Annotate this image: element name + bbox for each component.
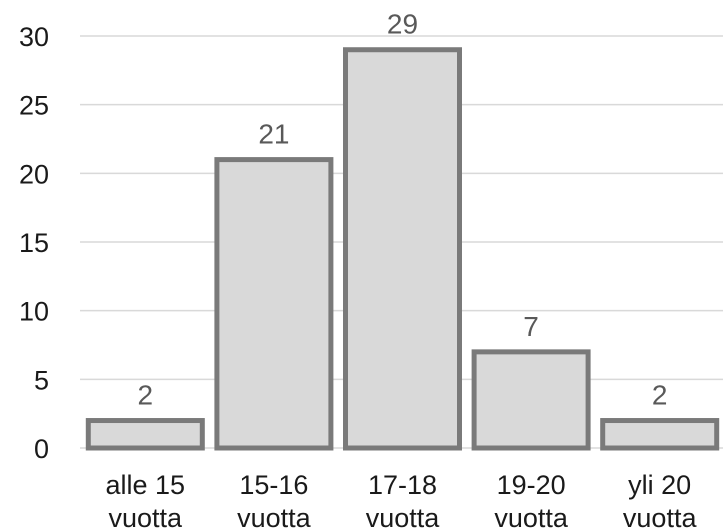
x-tick-label: 15-16 vuotta: [237, 470, 312, 530]
bar: [343, 47, 462, 451]
bar: [471, 349, 591, 451]
data-label: 29: [387, 9, 418, 40]
x-tick-label: yli 20 vuotta: [623, 470, 698, 530]
bars: [85, 47, 720, 451]
data-label: 7: [523, 311, 539, 342]
bar: [214, 157, 334, 451]
y-tick-label: 20: [19, 159, 49, 189]
y-axis-ticks: 0 5 10 15 20 25 30: [19, 22, 49, 464]
y-tick-label: 10: [19, 297, 49, 327]
y-tick-label: 0: [34, 434, 49, 464]
data-labels: 2 21 29 7 2: [138, 9, 668, 411]
y-tick-label: 25: [19, 91, 49, 121]
y-tick-label: 15: [19, 228, 49, 258]
x-tick-label: 17-18 vuotta: [366, 470, 441, 530]
data-label: 2: [138, 380, 154, 411]
bar: [85, 418, 205, 451]
x-tick-label: alle 15 vuotta: [106, 470, 186, 530]
y-tick-label: 5: [34, 365, 49, 395]
data-label: 2: [652, 380, 668, 411]
x-axis-categories: alle 15 vuotta 15-16 vuotta 17-18 vuotta 19-20…: [106, 470, 698, 530]
x-tick-label: 19-20 vuotta: [494, 470, 569, 530]
y-tick-label: 30: [19, 22, 49, 52]
data-label: 21: [258, 119, 289, 150]
bar: [600, 418, 720, 451]
